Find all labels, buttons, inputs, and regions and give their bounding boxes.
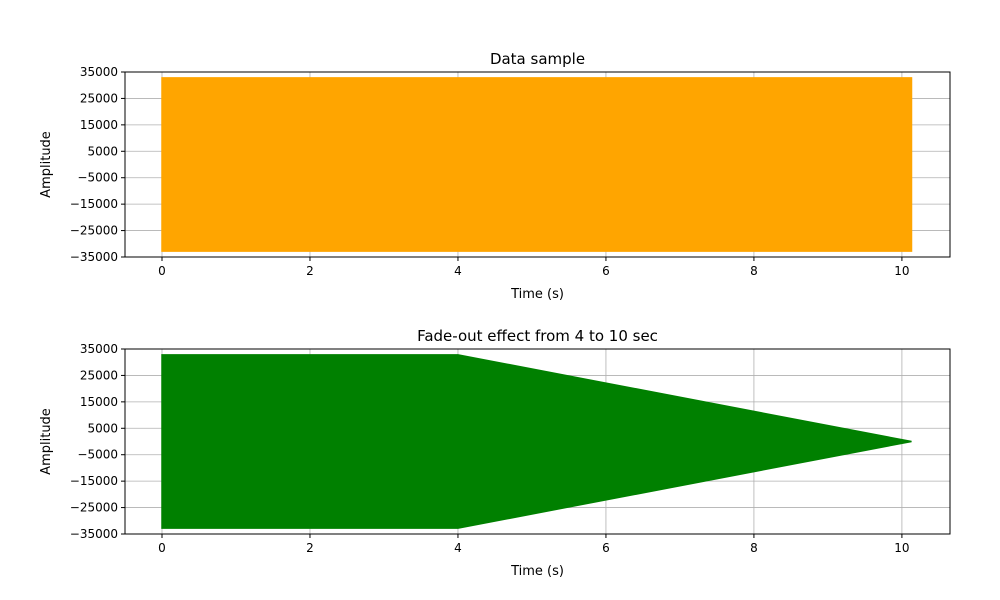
x-tick-label: 6 — [602, 541, 610, 555]
y-tick-label: −5000 — [77, 448, 118, 462]
x-tick-label: 10 — [894, 264, 909, 278]
y-tick-label: −35000 — [70, 250, 118, 264]
x-tick-label: 6 — [602, 264, 610, 278]
x-tick-label: 4 — [454, 541, 462, 555]
x-axis-ticks: 0 2 4 6 8 10 — [158, 534, 910, 555]
y-tick-label: 35000 — [80, 65, 118, 79]
x-axis-label: Time (s) — [510, 564, 564, 579]
y-axis-ticks: −35000 −25000 −15000 −5000 5000 15000 25000 350… — [70, 342, 125, 541]
y-tick-label: 5000 — [87, 144, 118, 158]
y-tick-label: 15000 — [80, 395, 118, 409]
y-tick-label: −15000 — [70, 474, 118, 488]
plot-frame — [124, 71, 951, 258]
x-tick-label: 10 — [894, 541, 909, 555]
plot-frame — [124, 348, 951, 535]
x-tick-label: 8 — [750, 264, 758, 278]
x-tick-label: 0 — [158, 541, 166, 555]
y-tick-label: 15000 — [80, 118, 118, 132]
y-tick-label: −15000 — [70, 197, 118, 211]
y-axis-label: Amplitude — [39, 408, 54, 475]
y-tick-label: 25000 — [80, 91, 118, 105]
y-tick-label: 25000 — [80, 368, 118, 382]
x-tick-label: 2 — [306, 264, 314, 278]
signal-envelope — [161, 77, 913, 252]
x-axis-ticks: 0 2 4 6 8 10 — [158, 257, 910, 278]
y-tick-label: 35000 — [80, 342, 118, 356]
subplot-fade-out: Fade-out effect from 4 to 10 sec 0 2 4 6 8 10… — [39, 327, 951, 579]
y-tick-label: −25000 — [70, 501, 118, 515]
signal-envelope — [161, 354, 912, 529]
y-axis-ticks: −35000 −25000 −15000 −5000 5000 15000 25000 350… — [70, 65, 125, 264]
x-tick-label: 8 — [750, 541, 758, 555]
x-axis-label: Time (s) — [510, 287, 564, 302]
data-marks — [161, 77, 913, 252]
y-tick-label: 5000 — [87, 421, 118, 435]
data-marks — [161, 354, 912, 529]
x-tick-label: 4 — [454, 264, 462, 278]
subplot-data-sample: Data sample 0 2 4 6 8 10 −35000 −25000 −15000 −5… — [39, 50, 951, 302]
y-tick-label: −5000 — [77, 171, 118, 185]
x-tick-label: 0 — [158, 264, 166, 278]
chart-title: Fade-out effect from 4 to 10 sec — [417, 327, 658, 345]
x-tick-label: 2 — [306, 541, 314, 555]
y-tick-label: −25000 — [70, 224, 118, 238]
chart-title: Data sample — [490, 50, 585, 68]
y-tick-label: −35000 — [70, 527, 118, 541]
y-axis-label: Amplitude — [39, 131, 54, 198]
